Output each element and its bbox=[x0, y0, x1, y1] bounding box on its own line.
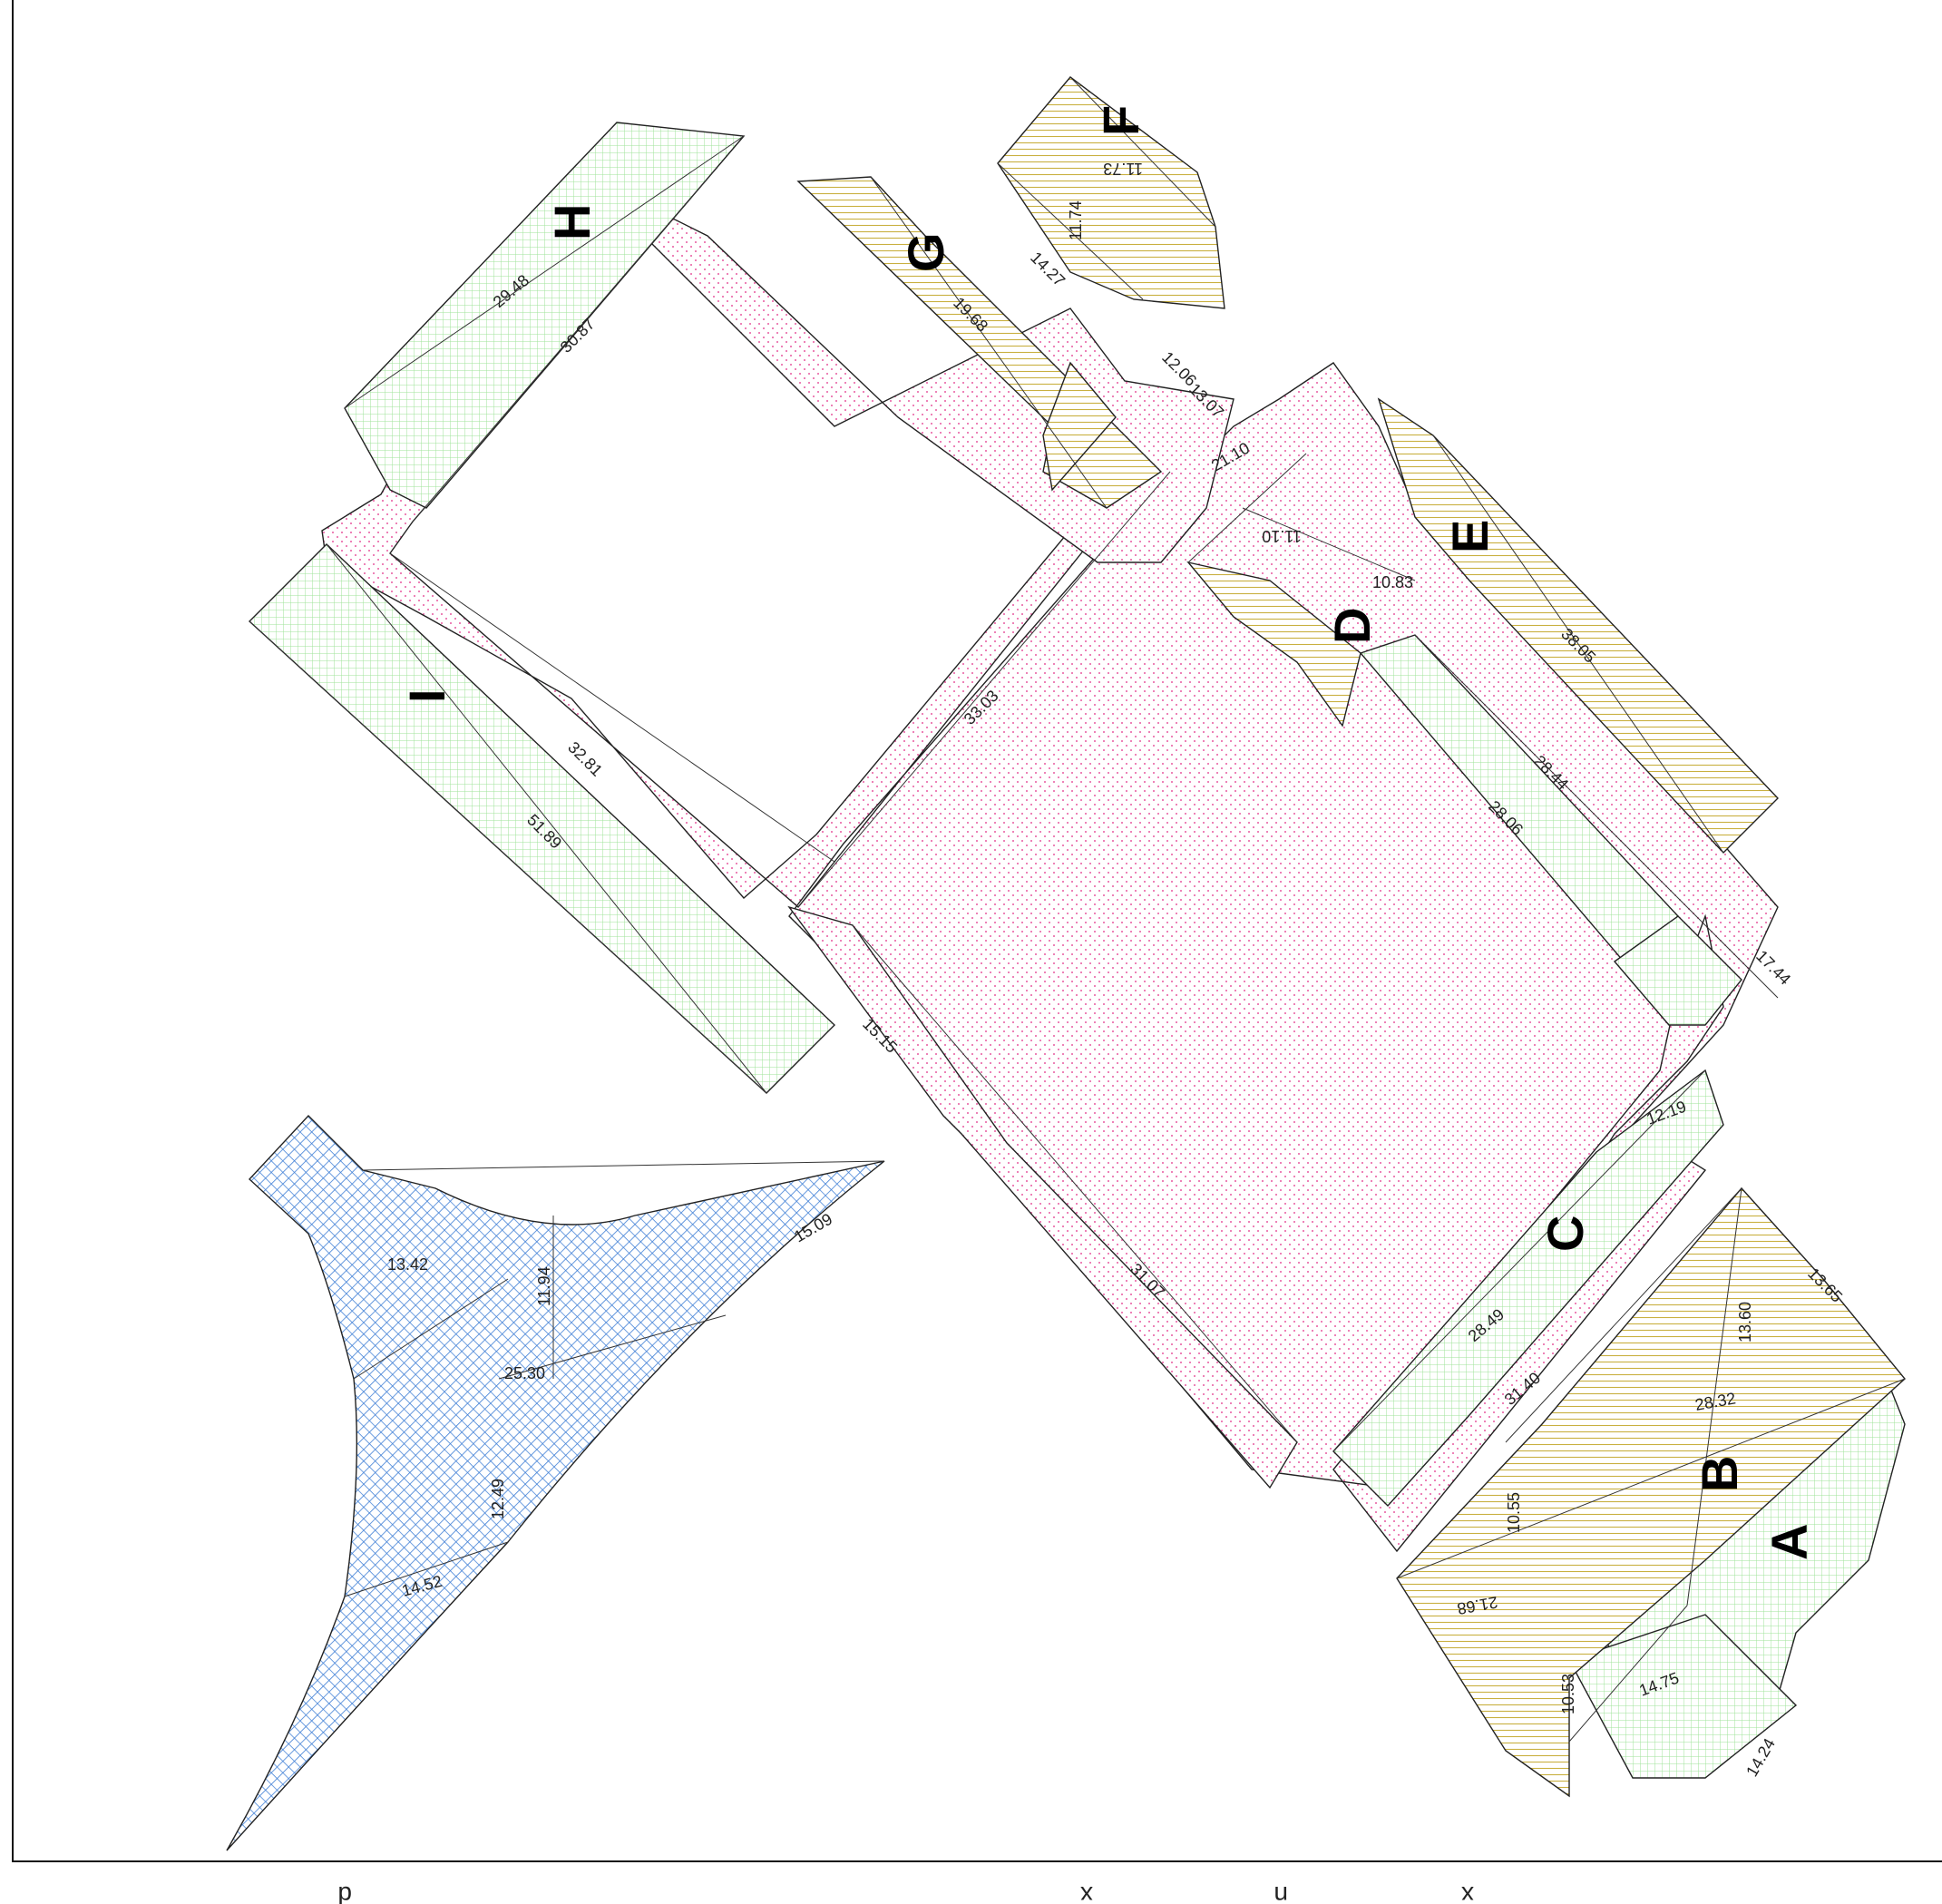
zone-label-b: B bbox=[1691, 1456, 1748, 1492]
zone-b-area bbox=[1396, 1186, 1906, 1798]
blue-area bbox=[226, 1114, 885, 1851]
bottom-mark: n bbox=[1274, 1881, 1288, 1904]
bottom-mark: x bbox=[1461, 1881, 1474, 1904]
green-areas bbox=[248, 122, 1906, 1779]
zone-c-area bbox=[1332, 1069, 1724, 1508]
zone-labels: A B C D E F G H I bbox=[398, 105, 1818, 1560]
dimension-label: 12.49 bbox=[489, 1479, 507, 1519]
triangulation-lines bbox=[249, 76, 1906, 1743]
dimension-label: 10.55 bbox=[1505, 1492, 1523, 1533]
dimension-label: 13.60 bbox=[1736, 1302, 1754, 1343]
zone-label-g: G bbox=[897, 232, 954, 272]
dimension-label: 10.53 bbox=[1559, 1674, 1577, 1714]
dimension-label: 11.73 bbox=[1103, 160, 1143, 178]
zone-label-d: D bbox=[1323, 608, 1381, 644]
dimension-label: 17.44 bbox=[1752, 947, 1794, 989]
dimension-label: 32.81 bbox=[564, 738, 606, 780]
zone-label-f: F bbox=[1092, 105, 1149, 136]
dimension-label: 11.94 bbox=[535, 1266, 553, 1306]
zone-f-area bbox=[997, 76, 1225, 309]
zone-h-area bbox=[344, 122, 746, 509]
zone-label-c: C bbox=[1537, 1216, 1594, 1252]
bottom-mark: x bbox=[1080, 1881, 1093, 1904]
dimension-label: 10.83 bbox=[1372, 573, 1413, 591]
zone-label-h: H bbox=[543, 204, 600, 240]
yellow-areas bbox=[796, 76, 1906, 1798]
dimension-label: 11.10 bbox=[1262, 527, 1302, 545]
dimension-label: 11.74 bbox=[1067, 200, 1085, 240]
frame-border bbox=[12, 0, 1942, 1862]
zone-label-i: I bbox=[398, 688, 455, 703]
zone-label-e: E bbox=[1441, 520, 1498, 553]
dimension-label: 25.30 bbox=[504, 1364, 545, 1382]
zone-d-area bbox=[1186, 561, 1361, 727]
zone-label-a: A bbox=[1761, 1524, 1818, 1560]
zone-blue-area bbox=[226, 1114, 885, 1851]
dimension-label: 13.42 bbox=[387, 1255, 428, 1274]
bottom-mark: d bbox=[337, 1881, 352, 1904]
bottom-marks: d x n x bbox=[337, 1881, 1474, 1904]
